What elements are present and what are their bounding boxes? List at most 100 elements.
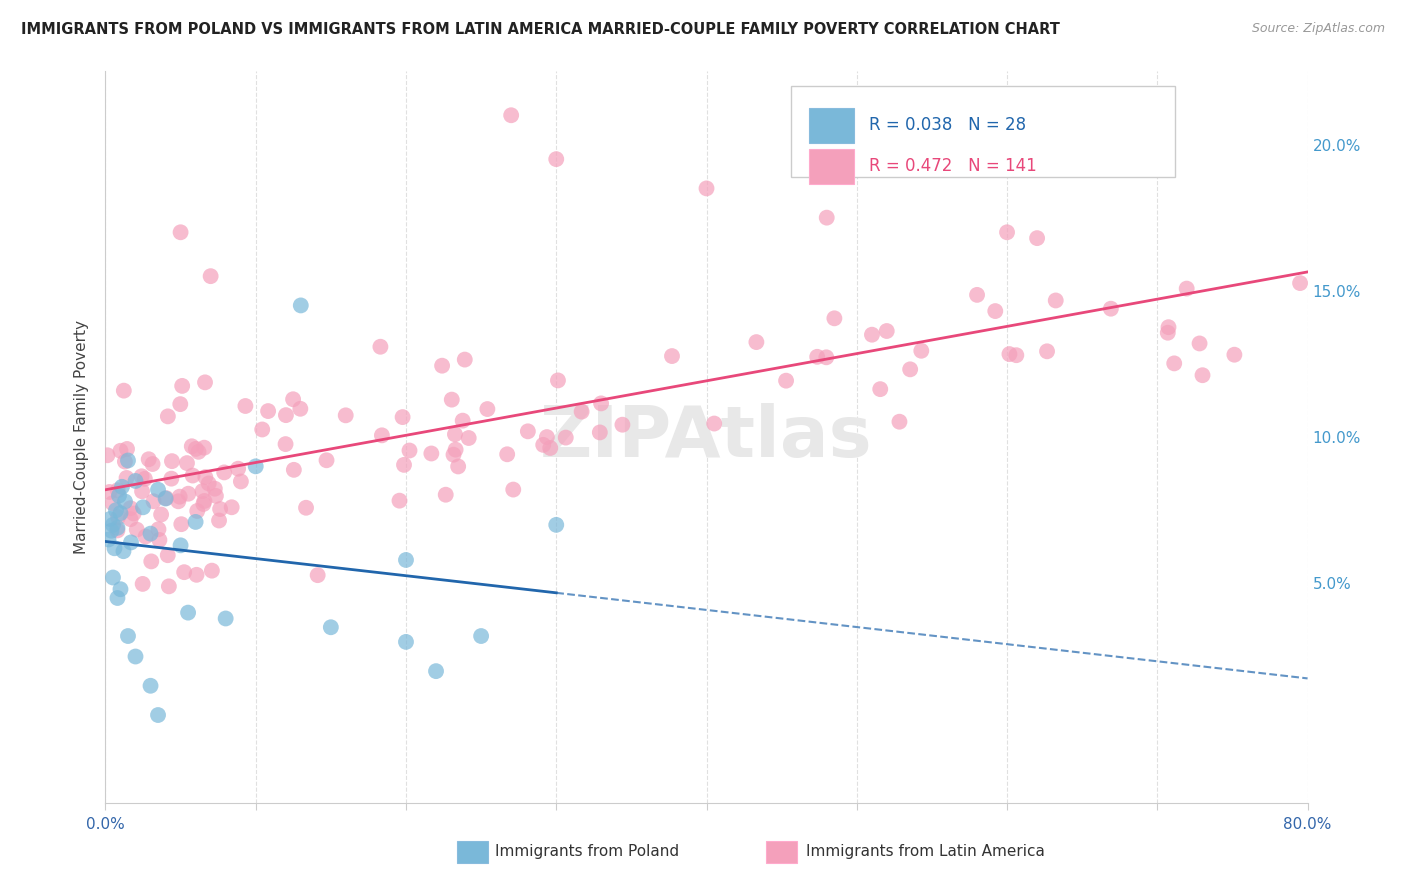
Point	[229, 475, 252, 489]
Point	[612, 417, 634, 432]
Text: R = 0.472   N = 141: R = 0.472 N = 141	[869, 158, 1036, 176]
Point	[496, 447, 519, 461]
Point	[984, 304, 1007, 318]
Text: Immigrants from Latin America: Immigrants from Latin America	[806, 845, 1045, 859]
Point	[120, 512, 142, 526]
Point	[531, 438, 554, 452]
Point	[181, 468, 204, 483]
Point	[101, 570, 124, 584]
Point	[571, 404, 593, 418]
Point	[124, 649, 146, 664]
Point	[1175, 282, 1198, 296]
Point	[122, 507, 145, 521]
Point	[160, 454, 183, 468]
FancyBboxPatch shape	[808, 149, 855, 184]
Point	[1157, 320, 1180, 334]
Point	[775, 374, 797, 388]
Point	[107, 521, 129, 535]
Point	[661, 349, 683, 363]
Point	[201, 564, 224, 578]
Point	[454, 352, 477, 367]
Point	[114, 494, 136, 508]
Point	[167, 494, 190, 508]
Point	[1036, 344, 1059, 359]
Text: Immigrants from Poland: Immigrants from Poland	[495, 845, 679, 859]
Point	[150, 508, 173, 522]
Point	[995, 225, 1018, 239]
Point	[1099, 301, 1122, 316]
Point	[212, 466, 235, 480]
Point	[290, 401, 312, 416]
Point	[1223, 348, 1246, 362]
FancyBboxPatch shape	[808, 108, 855, 143]
Point	[156, 409, 179, 424]
Point	[107, 510, 129, 524]
Point	[142, 457, 165, 471]
Point	[193, 441, 215, 455]
Point	[180, 439, 202, 453]
Point	[157, 579, 180, 593]
Point	[209, 502, 232, 516]
Point	[371, 428, 394, 442]
Point	[172, 379, 194, 393]
Point	[290, 298, 312, 312]
Point	[876, 324, 898, 338]
Point	[208, 514, 231, 528]
Point	[501, 108, 523, 122]
Point	[806, 350, 828, 364]
Point	[591, 396, 613, 410]
Point	[205, 489, 228, 503]
Point	[170, 517, 193, 532]
Point	[135, 529, 157, 543]
Text: R = 0.038   N = 28: R = 0.038 N = 28	[869, 116, 1026, 135]
Point	[101, 496, 124, 510]
Point	[703, 417, 725, 431]
Point	[696, 181, 718, 195]
Point	[96, 448, 118, 462]
Y-axis label: Married-Couple Family Poverty: Married-Couple Family Poverty	[73, 320, 89, 554]
Point	[204, 482, 226, 496]
Point	[156, 548, 179, 562]
Point	[1026, 231, 1049, 245]
Point	[430, 359, 453, 373]
Point	[815, 211, 838, 225]
Point	[146, 708, 169, 723]
Point	[235, 399, 257, 413]
Point	[155, 491, 177, 506]
Point	[252, 422, 274, 436]
Point	[148, 522, 170, 536]
Point	[815, 351, 838, 365]
Point	[169, 397, 191, 411]
Point	[420, 446, 443, 460]
Point	[110, 443, 132, 458]
Point	[184, 442, 207, 456]
Point	[194, 376, 217, 390]
Point	[177, 606, 200, 620]
Point	[193, 497, 215, 511]
Point	[536, 430, 558, 444]
Point	[1005, 348, 1028, 362]
Point	[169, 538, 191, 552]
Point	[443, 448, 465, 462]
Point	[281, 392, 304, 407]
Point	[470, 629, 492, 643]
Point	[200, 269, 222, 284]
Point	[139, 679, 162, 693]
Point	[898, 362, 921, 376]
Point	[131, 484, 153, 499]
Point	[283, 463, 305, 477]
Point	[538, 441, 561, 455]
Point	[307, 568, 329, 582]
Text: ZIPAtlas: ZIPAtlas	[540, 402, 873, 472]
Point	[860, 327, 883, 342]
Point	[966, 288, 988, 302]
Point	[194, 470, 217, 484]
Text: IMMIGRANTS FROM POLAND VS IMMIGRANTS FROM LATIN AMERICA MARRIED-COUPLE FAMILY PO: IMMIGRANTS FROM POLAND VS IMMIGRANTS FRO…	[21, 22, 1060, 37]
Point	[440, 392, 463, 407]
Point	[335, 409, 357, 423]
Point	[1188, 336, 1211, 351]
Point	[97, 533, 120, 547]
Point	[110, 506, 132, 520]
Point	[398, 443, 420, 458]
Point	[177, 486, 200, 500]
